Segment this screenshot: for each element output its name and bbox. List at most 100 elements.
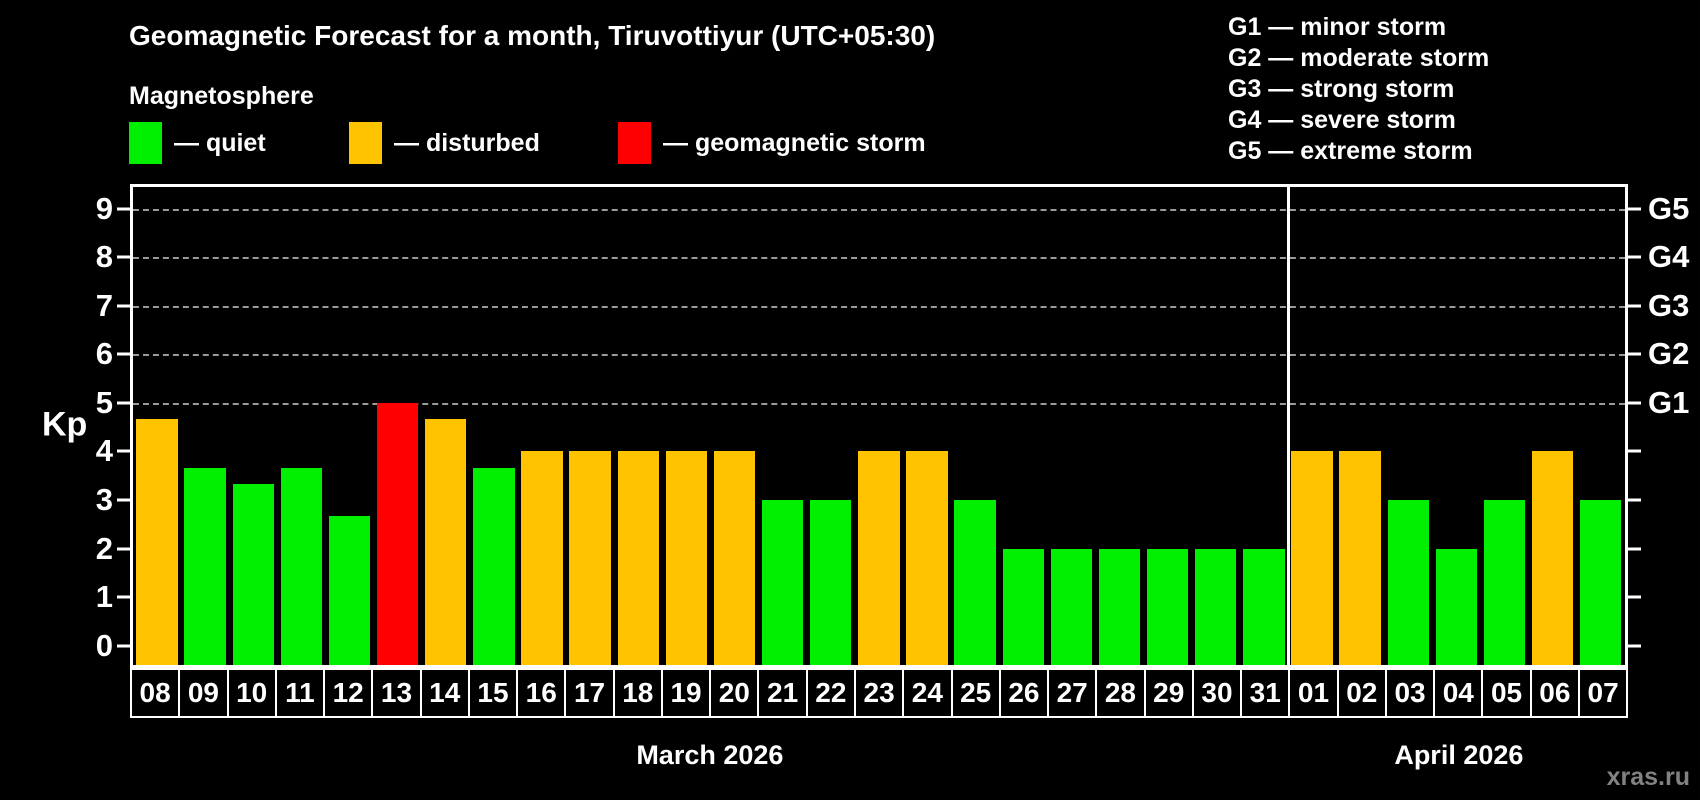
gridline-kp-6: [133, 354, 1625, 357]
kp-bar-day-16: [521, 451, 563, 665]
day-label-cell-15: 15: [467, 668, 519, 718]
g-scale-legend-line: G1 — minor storm: [1228, 13, 1447, 41]
bar-slot: [566, 187, 614, 665]
g-scale-legend-line: G2 — moderate storm: [1228, 44, 1490, 72]
day-label-cell-09: 09: [178, 668, 229, 718]
bar-slot: [1144, 187, 1192, 665]
bar-slot: [951, 187, 999, 665]
y-axis-tick-mark: [117, 498, 130, 502]
bar-slot: [759, 187, 807, 665]
right-axis-tick-mark: [1628, 547, 1641, 551]
kp-bar-day-30: [1195, 548, 1237, 665]
day-label-cell-19: 19: [660, 668, 712, 718]
kp-bar-day-10: [232, 484, 274, 665]
kp-bar-day-31: [1243, 548, 1285, 665]
bar-slot: [470, 187, 518, 665]
legend-item-label: — quiet: [174, 128, 266, 157]
day-label-cell-10: 10: [226, 668, 277, 718]
y-axis-tick-label-5: 5: [95, 384, 113, 420]
kp-bar-day-15: [473, 467, 515, 665]
bars-layer: [133, 187, 1625, 665]
right-axis-tick-mark: [1628, 449, 1641, 453]
right-axis-tick-mark: [1628, 304, 1641, 308]
bar-slot: [133, 187, 181, 665]
bar-slot: [1192, 187, 1240, 665]
bar-slot: [1336, 187, 1384, 665]
right-axis-tick-mark: [1628, 401, 1641, 405]
y-axis-title: Kp: [42, 405, 88, 444]
kp-bar-day-29: [1146, 548, 1189, 665]
day-label-cell-07: 07: [1577, 668, 1629, 718]
kp-bar-day-20: [713, 451, 756, 665]
bar-slot: [807, 187, 855, 665]
bar-slot: [1288, 187, 1336, 665]
day-label-cell-02: 02: [1336, 668, 1387, 718]
day-label-cell-16: 16: [516, 668, 567, 718]
kp-bar-day-08: [136, 418, 178, 665]
y-axis-tick-label-2: 2: [95, 530, 113, 566]
x-axis-day-labels: 08 09 10 11 12 13 14 15 16 17 18 19 20 21 22 23 24 25 26 27…: [130, 668, 1629, 718]
y-axis-tick-label-6: 6: [95, 336, 113, 372]
legend-item-label: — geomagnetic storm: [663, 128, 926, 157]
y-axis-tick-label-7: 7: [95, 287, 113, 323]
bar-slot: [374, 187, 422, 665]
right-axis-tick-mark: [1628, 255, 1641, 259]
day-label-cell-24: 24: [902, 668, 953, 718]
kp-bar-day-14: [425, 418, 467, 665]
kp-bar-day-18: [617, 451, 659, 665]
bar-slot: [662, 187, 710, 665]
right-axis-label-g2: G2: [1648, 336, 1690, 372]
day-label-cell-22: 22: [805, 668, 856, 718]
kp-bar-day-24: [906, 451, 948, 665]
chart-title: Geomagnetic Forecast for a month, Tiruvo…: [129, 20, 936, 51]
day-label-cell-29: 29: [1143, 668, 1194, 718]
y-axis-tick-label-8: 8: [95, 239, 113, 275]
bar-slot: [1432, 187, 1480, 665]
bar-slot: [1096, 187, 1144, 665]
day-label-cell-21: 21: [757, 668, 808, 718]
y-axis-tick-label-1: 1: [95, 579, 113, 615]
bar-slot: [422, 187, 470, 665]
right-axis-tick-mark: [1628, 498, 1641, 502]
legend-item-quiet: — quiet: [129, 122, 266, 164]
kp-bar-day-19: [665, 451, 708, 665]
bar-slot: [1384, 187, 1432, 665]
day-label-cell-08: 08: [130, 668, 181, 718]
bar-slot: [1577, 187, 1625, 665]
bar-slot: [1529, 187, 1577, 665]
watermark: xras.ru: [1606, 763, 1690, 791]
legend-item-disturbed: — disturbed: [349, 122, 540, 164]
y-axis-tick-label-0: 0: [95, 627, 113, 663]
g-scale-legend-line: G3 — strong storm: [1228, 75, 1455, 103]
kp-bar-day-28: [1098, 548, 1141, 665]
kp-bar-day-17: [569, 451, 611, 665]
y-axis-tick-mark: [117, 255, 130, 259]
kp-bar-day-22: [810, 500, 852, 665]
y-axis-tick-mark: [117, 401, 130, 405]
kp-bar-day-21: [761, 500, 804, 665]
day-label-cell-27: 27: [1047, 668, 1098, 718]
kp-bar-day-01: [1291, 451, 1333, 665]
right-axis-label-g4: G4: [1648, 239, 1690, 275]
kp-bar-day-06: [1531, 451, 1574, 665]
kp-bar-day-05: [1483, 500, 1526, 665]
kp-bar-day-03: [1387, 500, 1429, 665]
month-label-march: March 2026: [636, 740, 784, 770]
y-axis-tick-mark: [117, 547, 130, 551]
y-axis-tick-mark: [117, 304, 130, 308]
gridline-kp-5: [133, 402, 1625, 405]
day-label-cell-14: 14: [419, 668, 470, 718]
day-label-cell-30: 30: [1191, 668, 1243, 718]
right-axis-label-g3: G3: [1648, 287, 1690, 323]
y-axis-tick-mark: [117, 352, 130, 356]
y-axis-tick-mark: [117, 644, 130, 648]
bar-slot: [999, 187, 1047, 665]
g-scale-legend: G1 — minor storm G2 — moderate storm G3 …: [1228, 12, 1489, 167]
kp-bar-day-13: [376, 402, 419, 665]
magnetosphere-label: Magnetosphere: [129, 82, 314, 110]
bar-slot: [181, 187, 229, 665]
day-label-cell-26: 26: [998, 668, 1050, 718]
day-label-cell-13: 13: [371, 668, 422, 718]
storm-color-swatch: [618, 122, 651, 164]
right-axis-label-g1: G1: [1648, 384, 1690, 420]
